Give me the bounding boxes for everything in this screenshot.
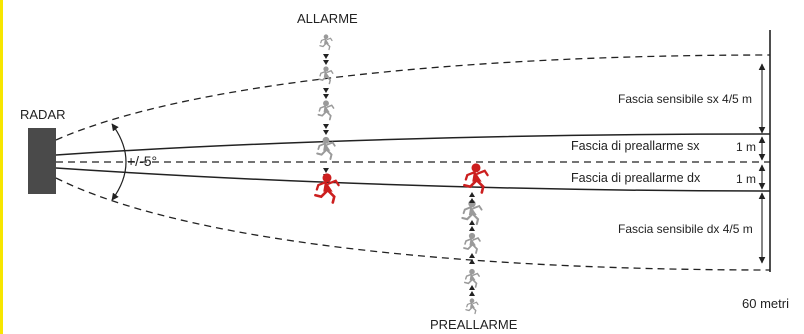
prealarm-path-arrows: [469, 192, 475, 296]
band-sensitive-right-label: Fascia sensibile dx 4/5 m: [618, 222, 753, 236]
angle-label: +/-5°: [127, 153, 158, 169]
running-person-icon: [319, 34, 333, 51]
band-prealarm-right-label: Fascia di preallarme dx: [571, 171, 701, 185]
sensitive-boundary-bottom: [55, 177, 771, 271]
angle-arc: [111, 123, 127, 201]
running-person-icon: [463, 268, 481, 288]
running-person-icon: [317, 100, 335, 121]
prealarm-boundary-bottom: [55, 167, 771, 192]
radar-label: RADAR: [20, 107, 66, 122]
prealarm-label: PREALLARME: [430, 317, 518, 332]
sensitive-boundary-top: [55, 54, 771, 141]
radar-box: [28, 128, 56, 194]
running-person-icon: [463, 162, 489, 194]
accent-bar: [0, 0, 3, 334]
running-person-icon: [314, 172, 340, 204]
distance-label: 60 metri: [742, 296, 789, 311]
width-prealarm-left-label: 1 m: [736, 140, 757, 154]
alarm-runner: [314, 172, 340, 204]
band-sensitive-left-label: Fascia sensibile sx 4/5 m: [618, 92, 753, 106]
width-prealarm-right-label: 1 m: [736, 172, 757, 186]
alarm-label: ALLARME: [297, 11, 358, 26]
prealarm-boundary-top: [55, 133, 771, 156]
band-prealarm-left-label: Fascia di preallarme sx: [571, 139, 700, 153]
running-person-icon: [318, 66, 334, 85]
running-person-icon: [463, 232, 481, 254]
prealarm-runner: [463, 162, 489, 194]
running-person-icon: [465, 298, 479, 315]
